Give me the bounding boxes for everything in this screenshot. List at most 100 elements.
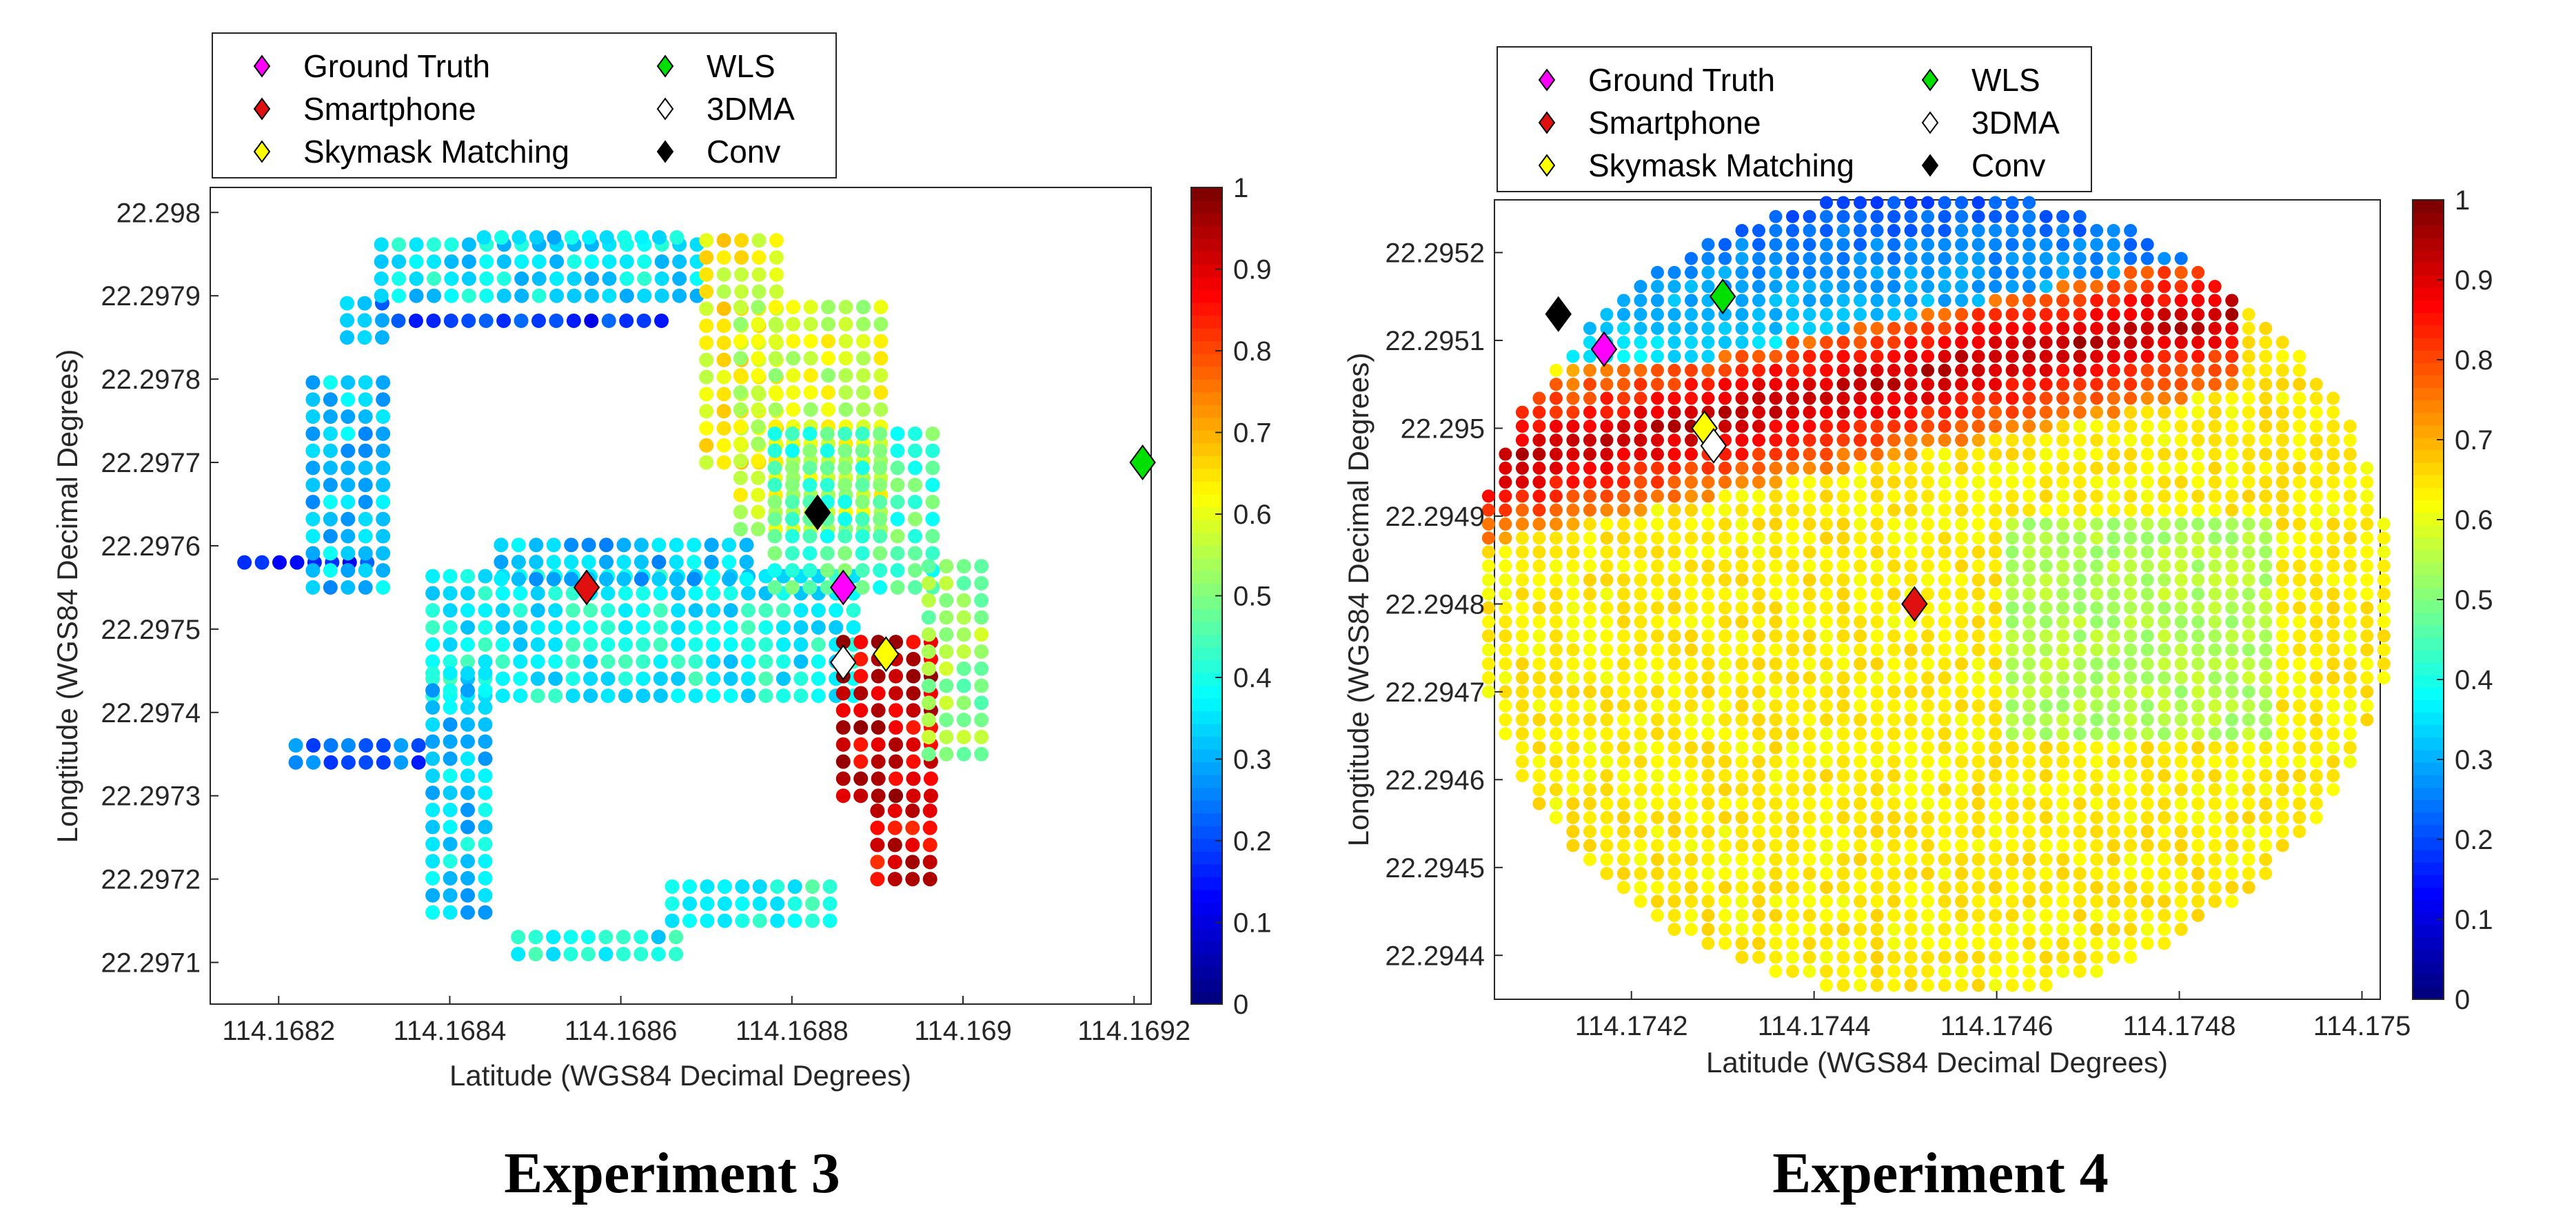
heat-point xyxy=(1684,503,1698,517)
colorbar-segment xyxy=(1191,200,1222,214)
heat-point xyxy=(2073,545,2087,559)
heat-point xyxy=(1921,685,1935,699)
heat-point xyxy=(1701,937,1715,950)
heat-point xyxy=(665,913,680,928)
heat-point xyxy=(1836,517,1850,531)
heat-point xyxy=(2124,461,2138,475)
heat-point xyxy=(2056,895,2070,908)
heat-point xyxy=(1701,336,1715,349)
heat-point xyxy=(2259,322,2273,336)
heat-point xyxy=(925,426,940,441)
heat-point xyxy=(665,879,680,895)
colorbar-segment xyxy=(1191,570,1222,584)
heat-point xyxy=(1820,713,1834,726)
heat-point xyxy=(768,316,783,331)
heat-point xyxy=(2022,852,2036,866)
colorbar-tick-label: 0.1 xyxy=(2455,905,2493,935)
colorbar-tick-label: 1 xyxy=(2455,185,2470,216)
heat-point xyxy=(1955,573,1969,587)
heat-point xyxy=(1735,741,1749,755)
heat-point xyxy=(1904,950,1918,964)
heat-point xyxy=(925,494,940,509)
heat-point xyxy=(1786,378,1800,391)
heat-point xyxy=(443,837,458,852)
heat-point xyxy=(921,661,936,676)
heat-point xyxy=(1684,839,1698,852)
heat-point xyxy=(1718,489,1732,503)
heat-point xyxy=(1854,210,1867,223)
heat-point xyxy=(1616,405,1630,419)
heat-point xyxy=(2158,294,2171,307)
heat-point xyxy=(890,426,905,441)
heat-point xyxy=(2343,755,2357,768)
heat-point xyxy=(2090,810,2104,824)
heat-point xyxy=(1803,252,1816,265)
heat-point xyxy=(2140,265,2154,279)
heat-point xyxy=(2056,322,2070,336)
heat-point xyxy=(2107,447,2120,461)
colorbar-segment xyxy=(2413,237,2444,251)
heat-point xyxy=(1600,741,1614,755)
heat-point xyxy=(704,538,719,553)
heat-point xyxy=(2158,489,2171,503)
heat-point xyxy=(1989,419,2002,433)
heat-point xyxy=(1786,755,1800,768)
heat-point xyxy=(2242,531,2255,545)
heat-point xyxy=(323,375,338,390)
heat-point xyxy=(2275,797,2289,810)
heat-point xyxy=(1769,964,1783,978)
heat-point xyxy=(2124,280,2138,294)
colorbar-segment xyxy=(1191,825,1222,839)
heat-point xyxy=(1532,727,1546,741)
heat-point xyxy=(1566,517,1580,531)
heat-point xyxy=(687,538,702,553)
heat-point xyxy=(706,671,721,686)
heat-point xyxy=(1904,839,1918,852)
heat-point xyxy=(1904,713,1918,726)
heat-point xyxy=(2022,280,2036,294)
legend-swatch xyxy=(1538,154,1556,177)
heat-point xyxy=(974,746,989,762)
heat-point xyxy=(784,460,800,476)
colorbar-tick-label: 0.7 xyxy=(1233,418,1272,449)
heat-point xyxy=(1769,294,1783,307)
heat-point xyxy=(733,436,748,451)
heat-point xyxy=(1887,797,1901,810)
heat-point xyxy=(633,571,649,586)
heat-point xyxy=(723,654,738,669)
heat-point xyxy=(2107,866,2120,880)
heat-point xyxy=(2174,699,2188,713)
heat-point xyxy=(1955,783,1969,797)
heat-point xyxy=(1735,923,1749,937)
marker-conv xyxy=(1545,296,1572,332)
heat-point xyxy=(2191,881,2205,895)
heat-point xyxy=(2293,713,2306,726)
legend-label: Smartphone xyxy=(1588,105,1761,141)
heat-point xyxy=(530,586,545,601)
heat-point xyxy=(2158,419,2171,433)
heat-point xyxy=(2158,517,2171,531)
heat-point xyxy=(478,785,493,800)
heat-point xyxy=(2005,713,2019,726)
heat-point xyxy=(654,271,669,286)
heat-point xyxy=(1515,629,1529,643)
heat-point xyxy=(2242,322,2255,336)
heat-point xyxy=(2124,839,2138,852)
y-ticks-2: 22.294422.294522.294622.294722.294822.29… xyxy=(1385,238,1503,971)
heat-point xyxy=(1735,839,1749,852)
heat-point xyxy=(425,683,440,698)
heat-point xyxy=(2090,265,2104,279)
heat-point xyxy=(751,385,766,400)
heat-point xyxy=(1870,573,1884,587)
heat-point xyxy=(1718,755,1732,768)
heat-point xyxy=(758,603,773,618)
heat-point xyxy=(770,879,785,895)
heat-point xyxy=(444,288,459,303)
heat-point xyxy=(1499,503,1512,517)
heat-point xyxy=(2124,727,2138,741)
heat-point xyxy=(2073,950,2087,964)
heat-point xyxy=(1650,825,1664,839)
heat-point xyxy=(2005,210,2019,223)
heat-point xyxy=(1803,908,1816,922)
heat-point xyxy=(921,678,936,693)
